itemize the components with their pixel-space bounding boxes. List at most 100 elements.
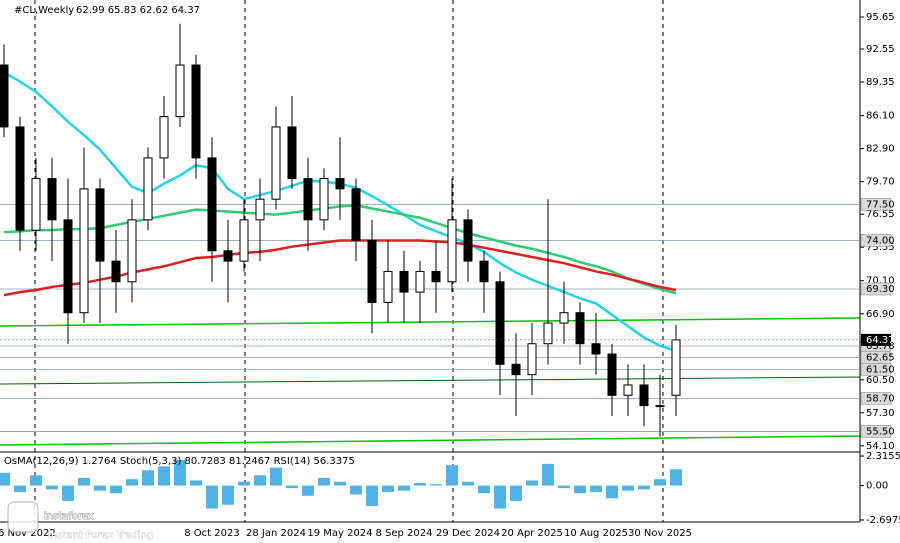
osma-bar [670, 469, 682, 486]
osma-bar [622, 485, 634, 491]
trend-lines [0, 317, 861, 446]
current-price-label: 64.37 [866, 335, 895, 346]
candle-body [255, 198, 265, 221]
level-label: 63.78 [866, 341, 895, 352]
candle-body [239, 219, 249, 262]
x-tick-label: 10 Aug 2025 [564, 528, 628, 539]
candle-body [143, 157, 153, 221]
osma-bar [286, 485, 298, 489]
level-label: 77.50 [866, 199, 895, 210]
candle-body [95, 188, 105, 262]
candle-body [511, 363, 521, 376]
osma-bar [494, 485, 506, 509]
candle-body [351, 188, 361, 241]
y-tick-label: 95.65 [866, 12, 895, 23]
y-tick-label: 2.3155 [866, 451, 900, 462]
y-tick-label: 82.90 [866, 144, 895, 155]
osma-bar [590, 485, 602, 492]
candle-body [287, 126, 297, 180]
osma-bar [654, 479, 666, 486]
x-tick-label: 6 Nov 2022 [0, 528, 56, 539]
candle-body [319, 178, 329, 221]
x-tick-label: 30 Nov 2025 [628, 528, 692, 539]
y-tick-label: 57.30 [866, 408, 895, 419]
candle-body [575, 312, 585, 345]
osma-bar [222, 485, 234, 505]
osma-bar [446, 465, 458, 486]
level-label: 61.50 [866, 364, 895, 375]
osma-bar [78, 477, 90, 486]
y-tick-label: 70.10 [866, 276, 895, 287]
candle-body [175, 64, 185, 118]
osma-bar [254, 475, 266, 486]
y-tick-label: 79.70 [866, 177, 895, 188]
candle-body [591, 343, 601, 355]
y-tick-label: 73.35 [866, 242, 895, 253]
candle-body [447, 219, 457, 283]
level-label-box [860, 425, 892, 438]
candle-body [367, 239, 377, 303]
level-label: 69.30 [866, 284, 895, 295]
trend-line [0, 376, 861, 385]
y-tick-label: 76.55 [866, 209, 895, 220]
candle-body [191, 64, 201, 159]
level-label: 74.00 [866, 235, 895, 246]
candle-body [207, 157, 217, 252]
logo-tagline: Instant Forex Trading [48, 530, 153, 541]
osma-bar [478, 485, 490, 494]
trend-line [0, 435, 861, 446]
y-tick-label: 0.00 [866, 481, 888, 492]
osma-bar [574, 485, 586, 494]
osma-bar [46, 485, 58, 490]
osma-bar [462, 481, 474, 486]
plot: 95.65 92.55 89.35 86.10 82.90 79.70 76.55 73.35… [0, 12, 900, 539]
logo: instaforex Instant Forex Trading [7, 501, 153, 541]
level-label: 55.50 [866, 426, 895, 437]
osma-bar [14, 485, 26, 492]
level-label: 58.70 [866, 393, 895, 404]
current-price-box [861, 333, 891, 346]
logo-name: instaforex [44, 511, 94, 522]
level-label-box [860, 234, 892, 247]
candle-body [111, 260, 121, 283]
candle-body [383, 270, 393, 303]
level-label: 62.65 [866, 353, 895, 364]
osma-bar [318, 477, 330, 486]
x-tick-label: 29 Dec 2024 [436, 528, 500, 539]
candle-body [223, 250, 233, 262]
osma-bar [0, 472, 10, 486]
y-tick-label: -2.6975 [866, 515, 900, 526]
level-label-box [860, 392, 892, 405]
period-separators [34, 0, 664, 522]
candle-body [15, 126, 25, 231]
level-label-box [860, 363, 892, 376]
candle-body [415, 270, 425, 293]
osma-bar [638, 485, 650, 490]
candle-body [63, 219, 73, 314]
osma-bar [430, 484, 442, 486]
y-tick-label: 86.10 [866, 111, 895, 122]
osma-bar [94, 485, 106, 491]
x-tick-label: 8 Oct 2023 [184, 528, 239, 539]
candle-body [527, 343, 537, 376]
osma-bar [350, 485, 362, 495]
level-label-box [860, 198, 892, 211]
candle-body [543, 322, 553, 345]
osma-bar [110, 485, 122, 494]
osma-bar [366, 485, 378, 506]
candle-body [495, 281, 505, 365]
trend-line [0, 317, 861, 327]
osma-bar [302, 485, 314, 496]
candle-body [79, 188, 89, 314]
osma-bar [382, 485, 394, 492]
osma-bar [398, 485, 410, 491]
candle-body [31, 178, 41, 231]
y-tick-label: 89.35 [866, 77, 895, 88]
candle-body [303, 178, 313, 221]
osma-bar [558, 485, 570, 489]
candle-body [559, 312, 569, 324]
osma-bar [510, 485, 522, 501]
y-tick-label: 54.10 [866, 441, 895, 452]
candle-body [671, 339, 681, 396]
osma-bar [30, 475, 42, 486]
